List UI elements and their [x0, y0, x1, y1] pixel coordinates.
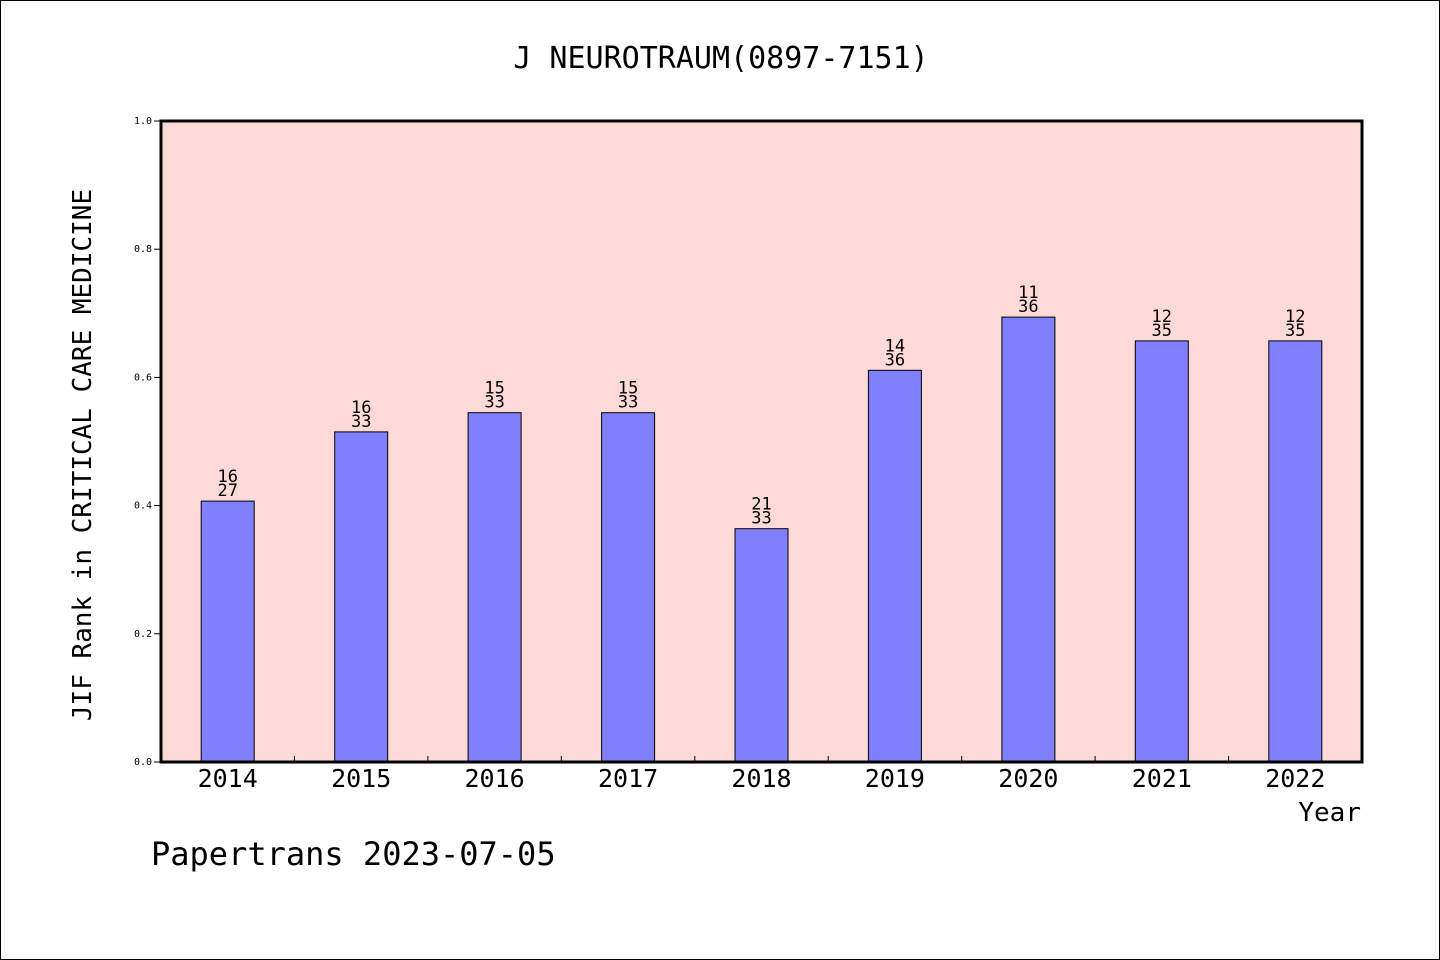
bar-total-label: 27 [217, 481, 237, 501]
bar-rank-label: 12 [1152, 307, 1172, 327]
bar-2016 [467, 412, 522, 763]
y-tick-label: 0.4 [134, 501, 152, 512]
x-axis-ticks: 2014 2015 2016 2017 2018 2019 2020 2021 2022 [198, 756, 1325, 793]
bar-2014 [200, 500, 255, 763]
plot-frame [159, 119, 1364, 764]
bar-rank-label: 12 [1285, 307, 1305, 327]
bar-rank-label: 11 [1018, 283, 1038, 303]
y-axis-label: JIF Rank in CRITICAL CARE MEDICINE [68, 189, 98, 721]
bar-total-label: 36 [885, 350, 905, 370]
y-tick-label: 0.6 [134, 372, 152, 383]
x-tick-label: 2018 [731, 764, 791, 793]
chart-title: J NEUROTRAUM(0897-7151) [513, 41, 928, 76]
bar-2015 [334, 431, 389, 763]
bar-2020 [1001, 316, 1056, 763]
bar-rank-label: 15 [618, 379, 638, 399]
bar-total-label: 36 [1018, 297, 1038, 317]
bar-rank-label: 16 [351, 398, 371, 418]
bar-2017 [601, 412, 656, 763]
bar-2021 [1134, 340, 1189, 763]
x-tick-label: 2015 [331, 764, 391, 793]
y-axis-ticks: 0.0 0.2 0.4 0.6 0.8 1.0 [134, 116, 161, 768]
bar-total-label: 35 [1152, 321, 1172, 341]
x-tick-label: 2022 [1265, 764, 1325, 793]
bar-rank-label: 16 [217, 467, 237, 487]
y-tick-label: 0.0 [134, 757, 152, 768]
x-tick-label: 2016 [464, 764, 524, 793]
bar-total-label: 35 [1285, 321, 1305, 341]
y-tick-label: 0.8 [134, 244, 152, 255]
x-tick-label: 2014 [198, 764, 258, 793]
y-tick-label: 1.0 [134, 116, 152, 127]
x-axis-label: Year [1298, 798, 1361, 828]
bar-2018 [734, 528, 789, 763]
bar-total-label: 33 [618, 393, 638, 413]
bar-total-label: 33 [484, 393, 504, 413]
x-tick-label: 2020 [998, 764, 1058, 793]
bar-total-label: 33 [751, 509, 771, 529]
bar-rank-label: 21 [751, 495, 771, 515]
x-tick-label: 2019 [865, 764, 925, 793]
bar-rank-label: 14 [885, 336, 905, 356]
bars-layer [200, 316, 1323, 763]
bar-2019 [867, 369, 922, 763]
bar-2022 [1268, 340, 1323, 763]
x-tick-label: 2017 [598, 764, 658, 793]
footer-credit: Papertrans 2023-07-05 [151, 835, 556, 873]
bar-total-label: 33 [351, 412, 371, 432]
x-tick-label: 2021 [1132, 764, 1192, 793]
y-tick-label: 0.2 [134, 629, 152, 640]
bar-rank-label: 15 [484, 379, 504, 399]
